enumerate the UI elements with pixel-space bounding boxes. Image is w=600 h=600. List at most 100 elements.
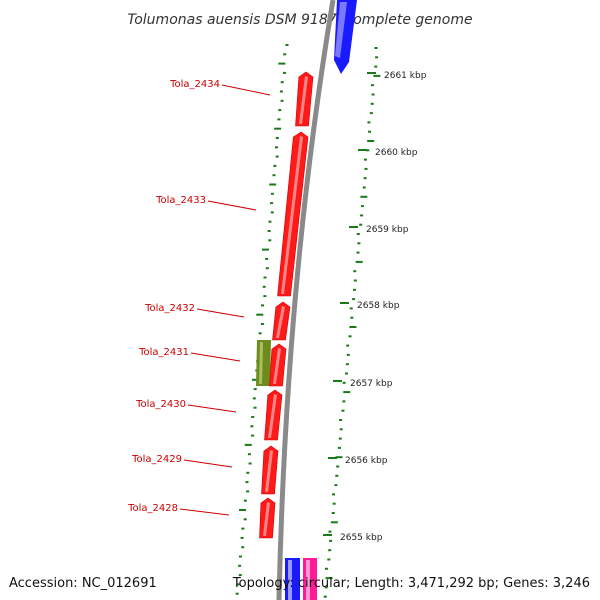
gc-dot-right <box>336 465 340 468</box>
gc-dot-left <box>244 443 252 446</box>
gc-dot-right <box>367 121 371 124</box>
accession-text: Accession: NC_012691 <box>9 576 157 591</box>
gene-block-highlight <box>268 394 277 438</box>
gc-dot-right <box>353 270 357 273</box>
gc-dot-left <box>243 499 247 502</box>
gc-dot-left <box>252 397 256 400</box>
gc-dot-left <box>243 518 247 521</box>
gc-dot-right <box>367 140 375 142</box>
gc-dot-right <box>360 214 364 217</box>
gc-dot-left <box>247 453 251 456</box>
gc-dot-left <box>270 202 274 205</box>
gene-label-leader <box>207 200 257 211</box>
gc-dot-left <box>251 416 255 418</box>
gc-dot-left <box>261 248 269 251</box>
gc-dot-right <box>375 56 379 59</box>
gc-dot-left <box>262 285 266 288</box>
gc-dot-left <box>239 509 247 511</box>
gc-dot-right <box>363 158 367 161</box>
gc-dot-left <box>261 304 265 307</box>
gc-dot-left <box>251 434 255 437</box>
gc-dot-left <box>241 527 245 530</box>
gc-dot-left <box>272 174 276 177</box>
gc-dot-right <box>349 326 357 328</box>
tick-label: 2659 kbp <box>366 225 409 235</box>
gene-bottom-magenta-highlight <box>306 560 310 600</box>
gc-dot-left <box>277 118 281 121</box>
gc-dot-right <box>352 288 356 291</box>
gene-block-highlight <box>281 136 303 294</box>
gc-dot-left <box>285 44 289 46</box>
gc-dot-left <box>283 71 287 74</box>
gc-dot-left <box>278 62 286 65</box>
bottom-genes <box>285 558 317 600</box>
tick-label: 2657 kbp <box>350 379 393 389</box>
coordinate-ticks: 2661 kbp 2660 kbp 2659 kbp 2658 kbp 2657 kbp… <box>323 71 427 543</box>
tick-label: 2660 kbp <box>375 148 418 158</box>
gc-dot-right <box>332 493 336 496</box>
gc-dot-right <box>356 251 360 254</box>
gc-dot-left <box>283 53 287 56</box>
gc-dot-right <box>368 130 372 133</box>
gc-dot-right <box>345 372 349 375</box>
tick-label: 2658 kbp <box>357 301 400 311</box>
gene-label-leader <box>190 352 241 362</box>
gene-block-highlight <box>265 450 273 492</box>
gene-label: Tola_2430 <box>135 399 186 410</box>
genome-backbone <box>276 0 336 600</box>
gc-dot-left <box>275 155 279 158</box>
tick-label: 2656 kbp <box>345 456 388 466</box>
tick-label: 2655 kbp <box>340 533 383 543</box>
gene-label-leader <box>183 459 233 468</box>
gc-dot-right <box>331 512 335 514</box>
gc-dot-right <box>329 539 333 542</box>
gc-dot-right <box>374 65 378 68</box>
gc-dot-right <box>323 595 327 598</box>
gc-dot-left <box>275 137 279 139</box>
gc-dot-left <box>246 490 250 493</box>
gene-label-leader <box>179 508 230 516</box>
gc-dot-right <box>350 316 354 319</box>
gc-dot-right <box>366 149 370 152</box>
gc-content-track-right <box>323 47 381 598</box>
gc-dot-left <box>268 239 272 242</box>
gc-dot-left <box>273 164 277 167</box>
gc-dot-left <box>256 313 264 316</box>
gene-block-olive <box>256 340 271 386</box>
gc-dot-right <box>328 530 332 533</box>
gc-dot-right <box>356 233 360 235</box>
gc-dot-right <box>371 93 375 96</box>
gc-dot-left <box>253 388 257 391</box>
gc-dot-right <box>373 74 381 77</box>
gc-dot-right <box>335 456 343 459</box>
gc-dot-left <box>248 462 252 465</box>
gc-dot-right <box>324 586 328 589</box>
gc-dot-left <box>267 230 271 232</box>
gc-dot-left <box>238 555 242 558</box>
gc-dot-right <box>335 474 339 477</box>
gene-block-highlight <box>299 76 308 124</box>
gc-dot-right <box>341 409 345 412</box>
gc-dot-right <box>343 391 351 394</box>
genome-summary-text: Topology: circular; Length: 3,471,292 bp… <box>232 576 590 591</box>
gc-dot-left <box>240 536 244 539</box>
gc-dot-left <box>263 295 267 298</box>
gc-dot-left <box>280 81 284 84</box>
gene-label: Tola_2428 <box>127 503 178 514</box>
gc-dot-right <box>332 502 336 505</box>
gc-dot-left <box>238 564 242 567</box>
gc-dot-right <box>359 223 363 226</box>
tick-mark <box>349 226 358 228</box>
map-title: Tolumonas auensis DSM 9187, complete gen… <box>127 12 472 28</box>
gc-dot-right <box>346 353 350 356</box>
gc-dot-right <box>345 363 349 366</box>
gene-label: Tola_2432 <box>144 303 195 314</box>
gc-dot-left <box>278 109 282 112</box>
gene-label: Tola_2431 <box>138 347 189 358</box>
tick-mark <box>340 302 349 304</box>
gc-dot-left <box>245 481 249 484</box>
gc-dot-left <box>268 220 272 223</box>
gc-dot-right <box>324 567 328 570</box>
gene-label: Tola_2433 <box>155 195 206 206</box>
